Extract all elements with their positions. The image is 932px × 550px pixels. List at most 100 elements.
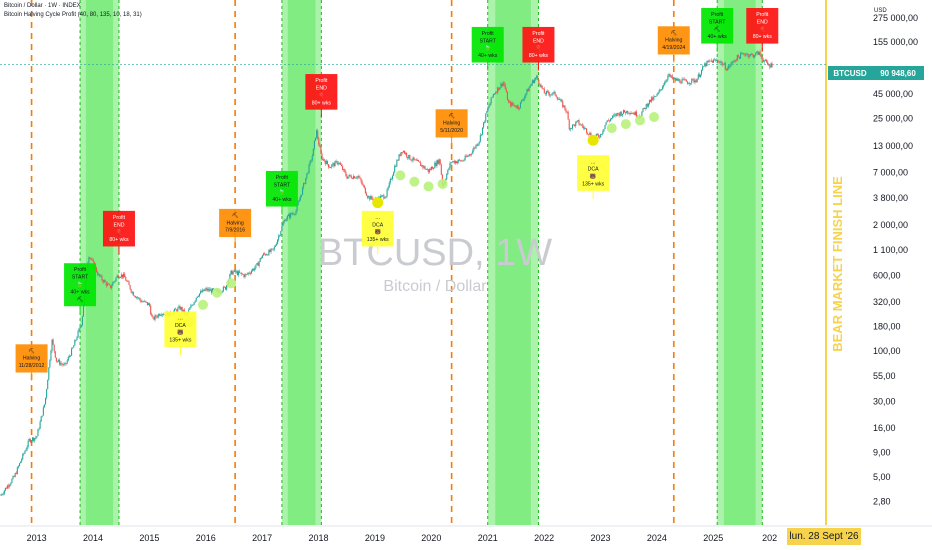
price-axis[interactable]: USD 275 000,00 155 000,00 45 000,00 25 000,…	[873, 8, 918, 506]
candle-body	[766, 59, 768, 62]
candle-body	[661, 86, 664, 90]
candle-body	[579, 124, 581, 126]
candle-body	[262, 253, 265, 256]
profit-start-label-0: Profit	[74, 267, 87, 273]
candle-body	[282, 223, 284, 227]
candle-body	[676, 78, 678, 81]
candle-body	[149, 303, 151, 306]
candle-body	[230, 270, 232, 274]
candle-body	[430, 166, 433, 170]
candle-body	[61, 363, 63, 365]
price-tick-label: 2,80	[873, 496, 891, 506]
candle-body	[525, 93, 527, 97]
accumulation-dot	[395, 170, 406, 181]
candle-body	[103, 280, 105, 283]
candle-body	[125, 277, 127, 281]
candle-body	[586, 128, 588, 133]
cursor-date-label: lun. 28 Sept '26	[787, 528, 861, 545]
candle-body	[706, 61, 708, 66]
candle-body	[609, 119, 611, 121]
candle-body	[322, 158, 324, 160]
candle-body	[388, 182, 390, 188]
candle-body	[400, 152, 402, 156]
candle-body	[261, 255, 263, 259]
candle-body	[402, 151, 404, 153]
candle-body	[652, 97, 654, 100]
candle-body	[501, 83, 503, 86]
year-tick-label: 2013	[27, 533, 47, 543]
candle-body	[695, 80, 697, 83]
profit-start-label-3: 40+ wks	[478, 53, 498, 59]
candle-body	[56, 361, 59, 363]
candle-body	[152, 316, 154, 318]
candle-body	[211, 288, 214, 293]
accumulation-dot	[409, 176, 420, 187]
price-tick-label: 30,00	[873, 397, 896, 407]
candle-body	[362, 184, 364, 186]
candle-body	[749, 54, 751, 56]
candle-body	[617, 112, 619, 114]
candle-body	[720, 61, 722, 63]
candle-body	[133, 295, 135, 297]
candle-body	[505, 89, 507, 92]
candle-body	[267, 254, 269, 256]
candle-body	[254, 267, 256, 271]
candle-body	[633, 113, 635, 115]
profit-end-label-0: Profit	[315, 78, 328, 84]
candle-body	[486, 111, 488, 114]
candle-body	[523, 99, 525, 101]
candle-body	[111, 285, 113, 289]
candle-body	[64, 363, 66, 365]
candle-body	[635, 111, 638, 117]
candle-body	[578, 120, 580, 125]
price-tick-label: 9,00	[873, 447, 891, 457]
candle-body	[129, 285, 131, 290]
candle-body	[541, 85, 543, 89]
candle-body	[53, 344, 55, 352]
candle-body	[99, 274, 101, 277]
candle-body	[270, 248, 272, 252]
candle-body	[643, 107, 645, 109]
candle-body	[18, 463, 21, 467]
candle-body	[552, 92, 554, 95]
candle-body	[320, 147, 322, 154]
candle-body	[605, 122, 607, 125]
candle-body	[306, 173, 308, 178]
candle-body	[471, 153, 473, 155]
candle-body	[365, 193, 368, 196]
candle-body	[145, 301, 147, 303]
candle-body	[736, 54, 738, 61]
profit-zone-core-1	[85, 0, 114, 525]
candle-body	[269, 250, 271, 252]
candle-body	[12, 476, 14, 480]
candle-body	[189, 308, 191, 310]
candle-body	[131, 292, 133, 293]
candle-body	[517, 105, 519, 109]
candle-body	[566, 111, 568, 113]
candle-body	[626, 110, 628, 114]
candle-body	[324, 161, 326, 165]
candle-body	[747, 53, 749, 57]
candle-body	[204, 289, 206, 291]
candle-body	[232, 271, 234, 275]
candle-body	[433, 168, 435, 169]
year-tick-label: 2018	[309, 533, 329, 543]
candle-body	[69, 355, 72, 357]
last-price-tag[interactable]: BTCUSD 90 948,60	[828, 66, 924, 80]
price-tick-label: 180,00	[873, 321, 901, 331]
candle-body	[597, 134, 600, 137]
candle-body	[331, 164, 333, 168]
profit-end-label-2: 🎈	[116, 229, 122, 236]
candle-body	[678, 79, 680, 81]
profit-end-label-2: 🎈	[535, 45, 541, 52]
candle-body	[446, 174, 448, 180]
profit-start-label-3: 40+ wks	[70, 289, 90, 295]
candle-body	[91, 259, 93, 261]
candle-body	[715, 59, 717, 61]
date-axis[interactable]: 2013 2014 2015 2016 2017 2018 2019 2020 2021 2022…	[0, 525, 932, 543]
candle-body	[476, 144, 478, 146]
candle-body	[562, 101, 564, 108]
